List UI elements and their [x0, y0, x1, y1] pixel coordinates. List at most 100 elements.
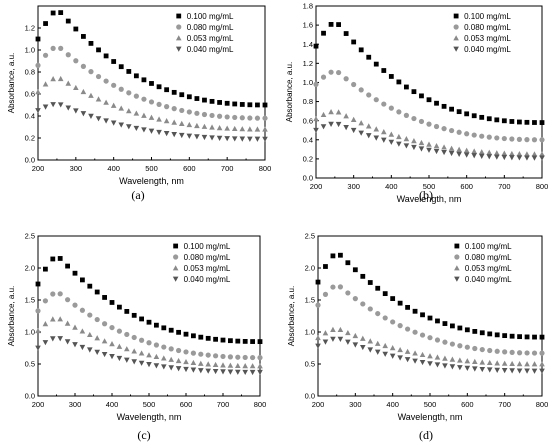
data-point [343, 31, 349, 36]
data-point [42, 52, 49, 58]
data-point [524, 334, 530, 340]
data-point [146, 340, 152, 346]
data-point [471, 113, 477, 119]
data-point [148, 99, 155, 105]
data-point [161, 325, 167, 331]
y-tick-label: 1.4 [303, 40, 313, 49]
data-point [373, 61, 379, 67]
data-point [411, 89, 417, 95]
data-point [64, 339, 71, 345]
data-point [486, 154, 493, 160]
data-point [345, 329, 351, 336]
data-point [539, 350, 545, 356]
data-point [141, 96, 147, 102]
data-point [254, 126, 261, 132]
data-point [472, 329, 478, 334]
data-point [235, 369, 241, 375]
data-point [57, 256, 63, 261]
x-tick-label: 700 [498, 182, 511, 191]
data-point [501, 150, 508, 156]
x-tick-label: 200 [312, 400, 325, 409]
series-4 [313, 121, 545, 161]
data-point [35, 327, 41, 334]
data-point [501, 368, 508, 374]
data-point [479, 359, 486, 365]
data-point [389, 353, 396, 359]
legend-label: 0.040 mg/mL [464, 45, 511, 54]
x-tick-label: 700 [217, 400, 230, 409]
series-2 [35, 291, 263, 361]
data-point [141, 127, 147, 133]
data-point [65, 52, 71, 58]
data-point [382, 351, 388, 357]
data-point [57, 75, 64, 82]
data-point [257, 369, 263, 376]
data-point [539, 155, 545, 161]
data-point [479, 114, 485, 120]
data-point [516, 155, 523, 161]
data-point [434, 362, 441, 368]
data-point [442, 321, 448, 326]
data-point [397, 323, 403, 329]
y-tick-label: 0.6 [25, 90, 35, 99]
y-tick-label: 0.0 [25, 392, 35, 401]
data-point [220, 362, 226, 368]
data-point [72, 270, 78, 276]
data-point [524, 119, 530, 125]
panel-caption-d: (d) [419, 428, 433, 442]
data-point [374, 340, 381, 346]
data-point [209, 135, 215, 141]
data-point [109, 324, 115, 331]
data-point [336, 69, 342, 76]
data-point [205, 335, 211, 341]
data-point [345, 339, 351, 345]
legend-label: 0.053 mg/mL [187, 34, 234, 43]
data-point [171, 89, 177, 95]
data-point [198, 351, 204, 357]
y-tick-label: 0.4 [303, 135, 313, 144]
x-tick-label: 800 [536, 182, 549, 191]
data-point [247, 102, 253, 108]
data-point [156, 84, 162, 90]
data-point [471, 148, 477, 154]
x-tick-label: 300 [349, 400, 362, 409]
data-point [381, 68, 387, 73]
series-2 [313, 69, 545, 143]
data-point [330, 253, 336, 259]
data-point [72, 324, 78, 330]
data-point [228, 338, 233, 344]
data-point [450, 323, 455, 329]
data-point [149, 81, 154, 86]
data-point [133, 110, 140, 116]
data-point [472, 358, 478, 364]
data-point [427, 361, 433, 367]
legend-marker [454, 276, 460, 282]
data-point [532, 334, 537, 340]
data-point [403, 143, 410, 149]
data-point [404, 357, 411, 363]
data-point [118, 105, 125, 111]
legend-marker [453, 46, 459, 52]
data-point [103, 53, 109, 59]
data-point [524, 361, 530, 367]
series-2 [315, 284, 545, 356]
y-tick-label: 0.0 [25, 156, 35, 165]
data-point [198, 368, 204, 374]
data-point [350, 127, 357, 134]
data-point [254, 115, 261, 121]
data-point [262, 136, 268, 142]
data-point [255, 102, 260, 108]
data-point [345, 290, 351, 296]
data-point [146, 362, 152, 368]
data-point [494, 150, 500, 156]
data-point [224, 125, 230, 131]
data-point [205, 361, 211, 367]
data-point [441, 103, 447, 109]
series-1 [35, 256, 263, 344]
data-point [220, 353, 226, 360]
x-tick-label: 200 [32, 164, 45, 173]
data-point [373, 126, 380, 132]
legend: 0.100 mg/mL 0.080 mg/mL 0.053 mg/mL 0.040 m… [453, 12, 511, 54]
data-point [247, 115, 253, 121]
